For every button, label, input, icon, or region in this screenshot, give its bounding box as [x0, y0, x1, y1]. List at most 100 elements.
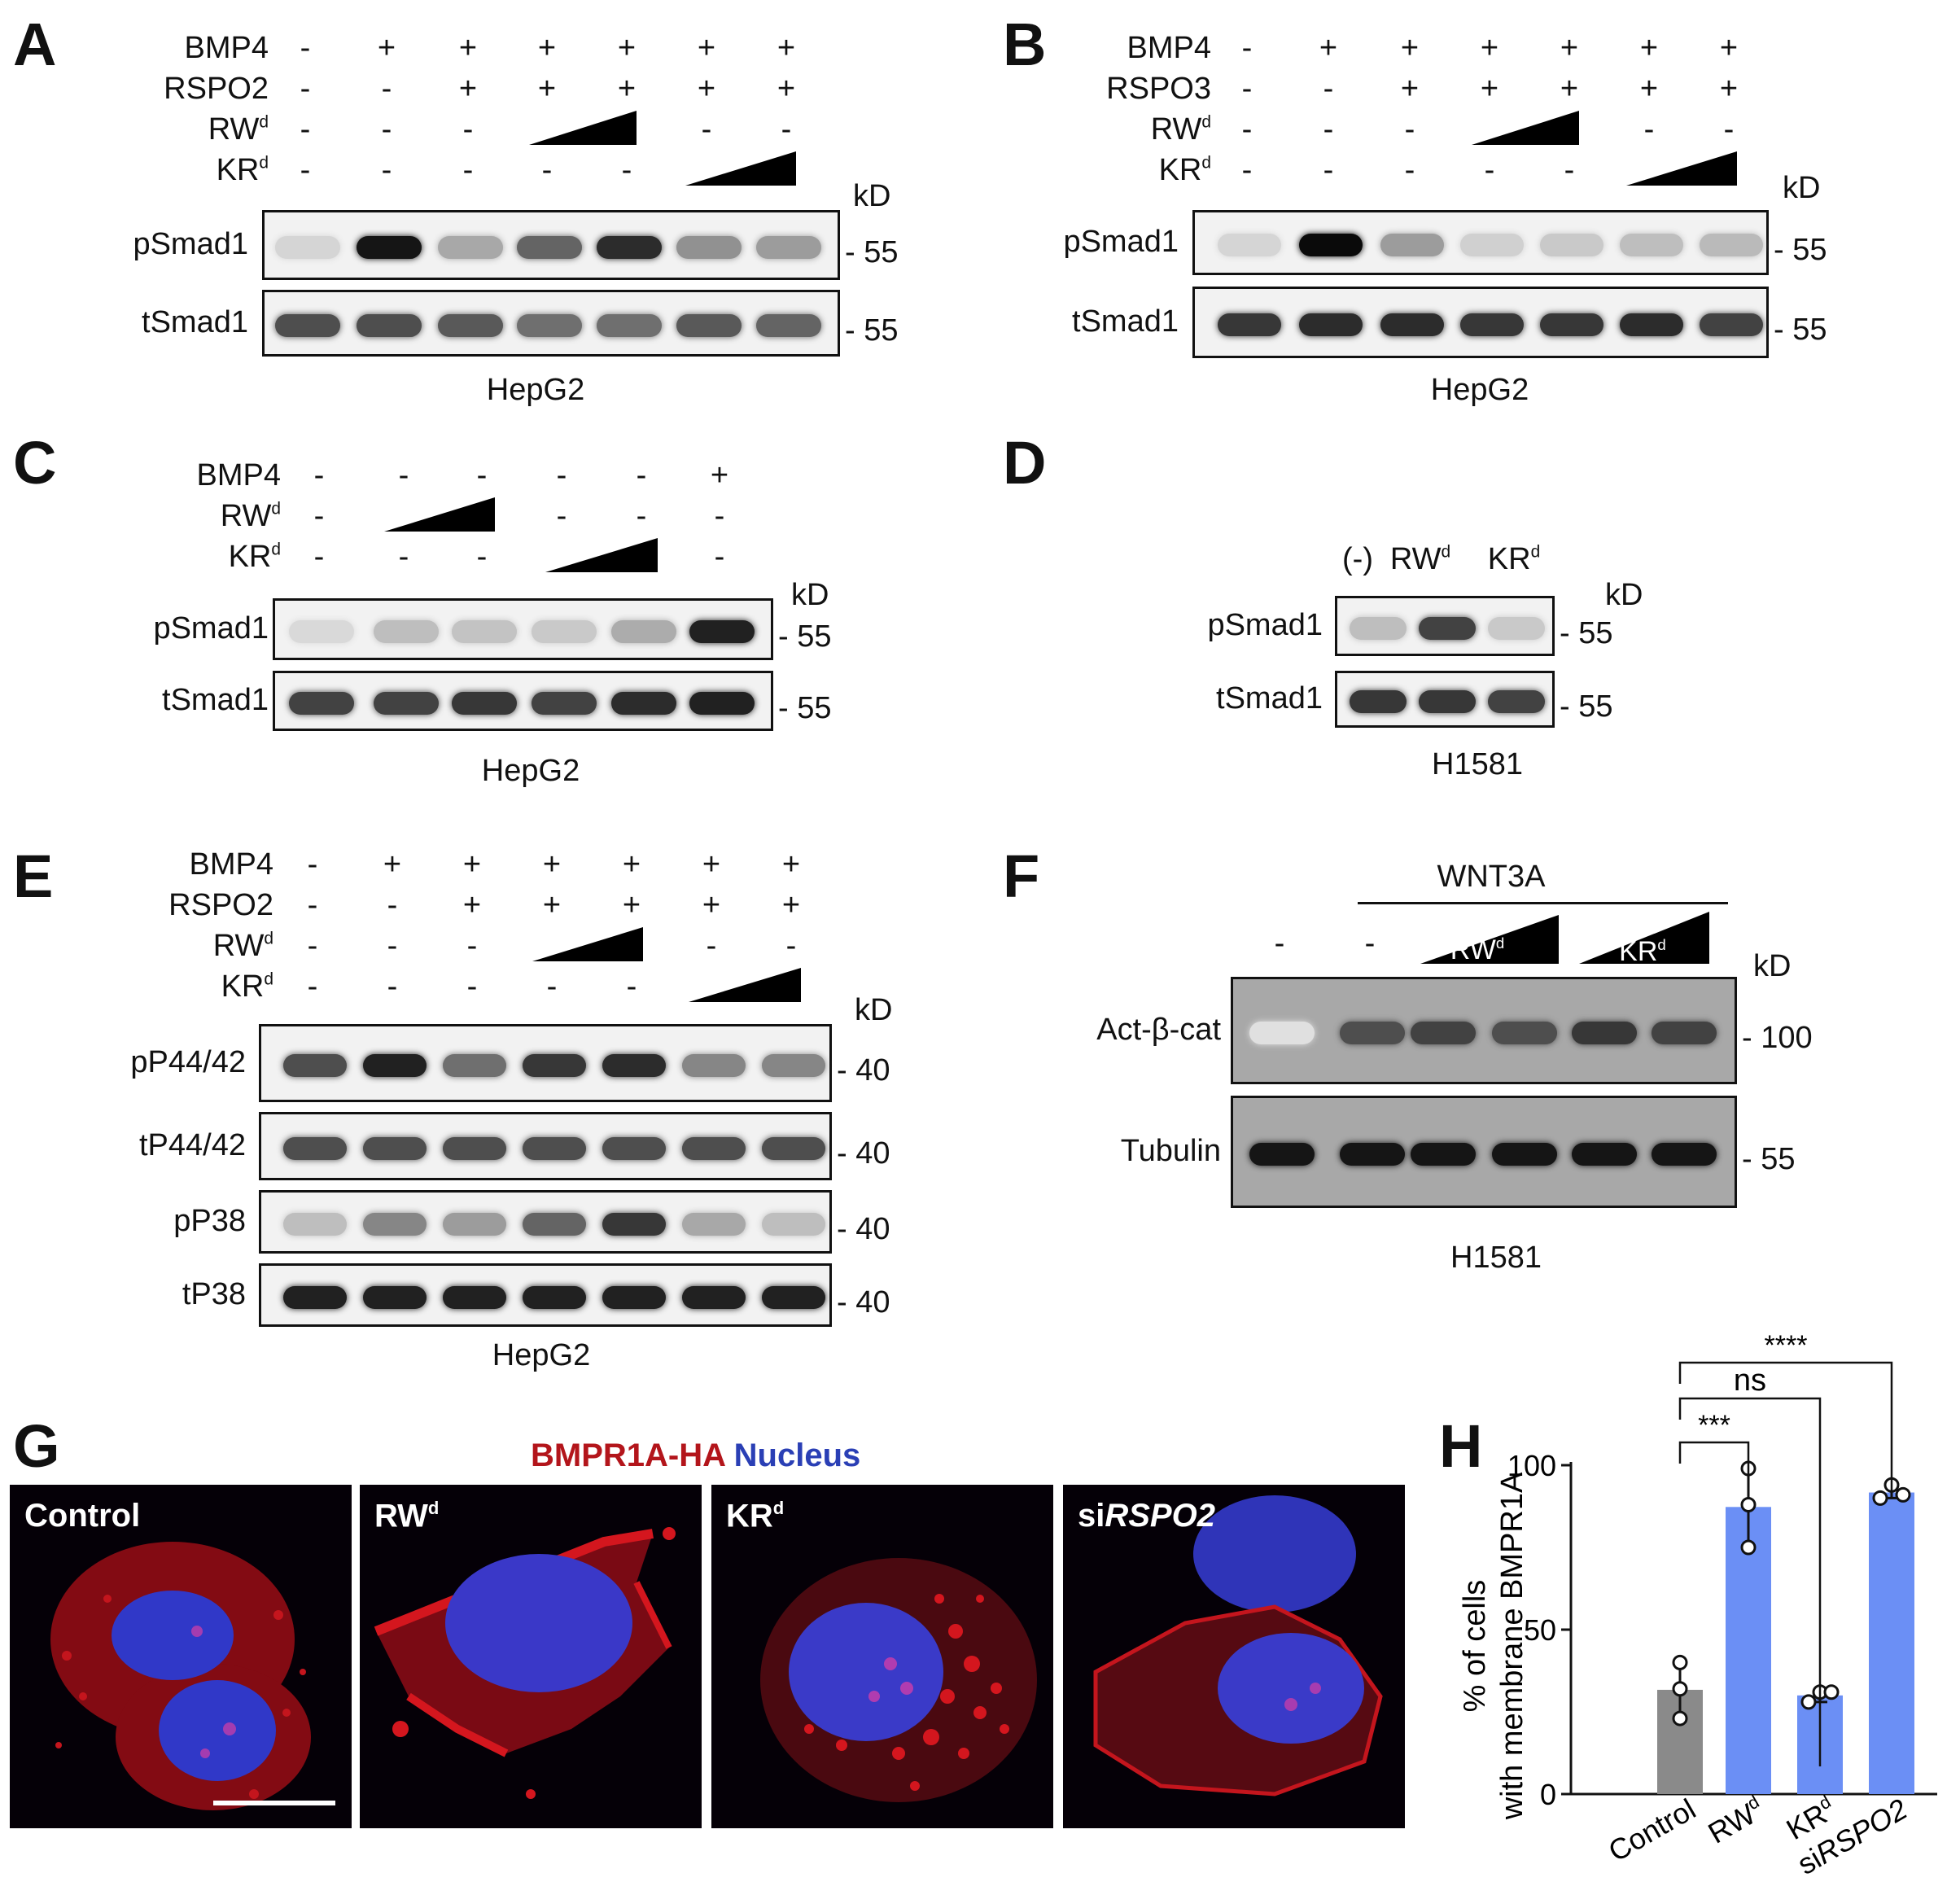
cell-b-1-0: - — [1241, 72, 1253, 106]
dose-wedge — [685, 151, 796, 186]
kd-marker-c-0: - 55 — [778, 619, 832, 654]
row-label-b-3: KRd — [1158, 153, 1211, 187]
row-name: RSPO2 — [168, 888, 273, 922]
band — [1349, 617, 1407, 640]
cell-line-e: HepG2 — [492, 1338, 591, 1372]
band — [1619, 234, 1684, 256]
cell-e-1-2: + — [462, 888, 482, 922]
data-point — [1895, 1486, 1911, 1503]
band — [282, 1137, 348, 1160]
cell-e-2-5: - — [706, 929, 717, 963]
band — [761, 1137, 826, 1160]
band — [1619, 313, 1684, 336]
kd-marker-e-1: - 40 — [837, 1136, 890, 1171]
band — [522, 1213, 587, 1236]
band — [357, 314, 422, 337]
cell-b-1-5: + — [1639, 72, 1659, 106]
cell-c-1-3: - — [556, 499, 567, 533]
blot-label-b-1: tSmad1 — [1072, 304, 1179, 339]
kd-header-e: kD — [855, 993, 893, 1027]
row-sup: d — [1201, 112, 1211, 132]
cell-b-1-1: - — [1323, 72, 1334, 106]
band — [438, 236, 503, 259]
cell-c-2-1: - — [398, 540, 409, 574]
band — [1418, 690, 1477, 713]
cell-c-2-0: - — [313, 540, 325, 574]
data-point — [1672, 1710, 1688, 1727]
significance-bracket — [1678, 1361, 1893, 1496]
cell-e-3-1: - — [387, 969, 398, 1004]
row-name: KR — [1158, 153, 1202, 187]
dose-wedge — [689, 968, 801, 1002]
band — [681, 1286, 746, 1309]
kd-marker-e-0: - 40 — [837, 1053, 890, 1088]
band — [676, 236, 742, 259]
kd-header-c: kD — [791, 578, 829, 612]
blot-a-1 — [262, 290, 840, 357]
band — [362, 1286, 427, 1309]
blot-a-0 — [262, 210, 840, 280]
cell-b-0-6: + — [1719, 31, 1739, 65]
cell-a-1-4: + — [617, 72, 637, 106]
row-name: BMP4 — [189, 847, 273, 882]
row-label-c-0: BMP4 — [197, 460, 281, 491]
blot-label-d-1: tSmad1 — [1216, 681, 1323, 716]
cell-c-2-5: - — [714, 540, 725, 574]
cell-a-3-4: - — [621, 153, 632, 187]
band — [1411, 1143, 1476, 1166]
cell-c-1-4: - — [636, 499, 647, 533]
band — [1298, 234, 1363, 256]
row-sup: d — [259, 153, 269, 173]
cell-line-d: H1581 — [1432, 747, 1523, 781]
band — [602, 1054, 667, 1077]
cell-b-1-2: + — [1400, 72, 1420, 106]
band — [597, 236, 662, 259]
band — [761, 1213, 826, 1236]
cell-a-3-3: - — [541, 153, 553, 187]
row-name: BMP4 — [196, 458, 281, 492]
cell-e-0-0: - — [307, 847, 318, 882]
cell-c-1-5: - — [714, 499, 725, 533]
cell-b-0-0: - — [1241, 31, 1253, 65]
cell-e-3-4: - — [626, 969, 637, 1004]
cell-b-2-2: - — [1404, 112, 1415, 147]
panel-label-d: D — [1003, 429, 1047, 497]
band — [1349, 690, 1407, 713]
cell-e-0-1: + — [383, 847, 402, 882]
data-point — [1800, 1694, 1817, 1710]
band — [689, 692, 755, 715]
cell-a-2-5: - — [701, 112, 712, 147]
y-tick-label: 50 — [1524, 1613, 1556, 1647]
row-label-e-1: RSPO2 — [168, 890, 273, 921]
band — [1699, 234, 1764, 256]
panel-g-legend: BMPR1A-HA Nucleus — [531, 1439, 860, 1472]
row-label-a-0: BMP4 — [185, 33, 269, 63]
row-label-c-2: KRd — [229, 540, 281, 572]
band — [442, 1286, 507, 1309]
cell-b-0-5: + — [1639, 31, 1659, 65]
cell-e-1-0: - — [307, 888, 318, 922]
kd-marker-e-3: - 40 — [837, 1285, 890, 1319]
cell-a-3-0: - — [300, 153, 311, 187]
cell-e-3-3: - — [546, 969, 558, 1004]
panel-f-lane-2: - — [1364, 926, 1376, 961]
kd-header-f: kD — [1753, 949, 1792, 983]
band — [522, 1137, 587, 1160]
panel-label-f: F — [1003, 842, 1040, 910]
data-point — [1672, 1681, 1688, 1697]
band — [1298, 313, 1363, 336]
band — [1340, 1022, 1405, 1044]
data-point — [1672, 1654, 1688, 1670]
cell-e-2-2: - — [466, 929, 478, 963]
micrograph-sirspo2-label: siRSPO2 — [1078, 1498, 1215, 1534]
band — [1539, 234, 1604, 256]
significance-label: *** — [1698, 1410, 1730, 1441]
row-sup: d — [271, 499, 281, 519]
panel-f-rw-wedge — [1420, 915, 1559, 964]
blot-f-1 — [1231, 1096, 1737, 1208]
cell-line-b: HepG2 — [1430, 373, 1529, 407]
blot-label-c-0: pSmad1 — [153, 611, 269, 646]
band — [362, 1054, 427, 1077]
cell-c-0-0: - — [313, 458, 325, 492]
panel-label-a: A — [13, 11, 57, 78]
